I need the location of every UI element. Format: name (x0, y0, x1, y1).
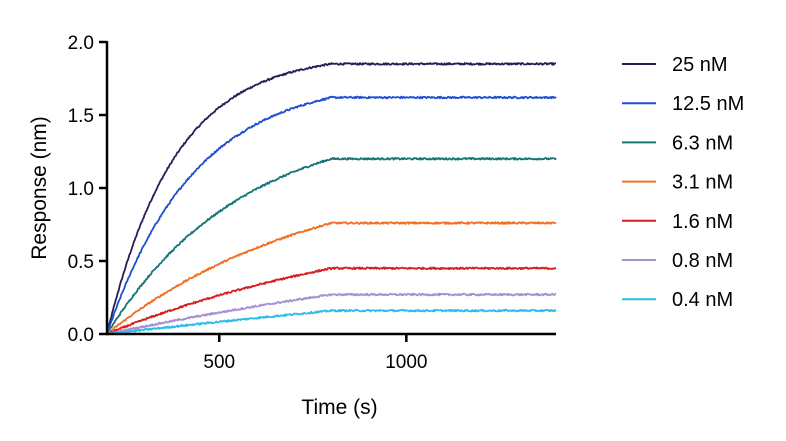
x-axis-title: Time (s) (301, 396, 377, 419)
series-line-25-nM (106, 62, 557, 334)
y-tick-label: 0.0 (68, 325, 94, 346)
legend-label: 3.1 nM (672, 172, 733, 194)
legend-label: 0.8 nM (672, 250, 733, 272)
axes (105, 41, 556, 336)
y-axis-title: Response (nm) (28, 116, 51, 260)
legend-label: 1.6 nM (672, 211, 733, 233)
series-line-0_8-nM (106, 292, 557, 335)
x-tick-label: 1000 (385, 352, 427, 373)
legend-label: 12.5 nM (672, 93, 744, 115)
y-tick-label: 0.5 (68, 252, 94, 273)
series-line-3_1-nM (106, 221, 557, 336)
series-group (106, 62, 557, 336)
series-line-0_4-nM (106, 308, 557, 336)
y-tick-label: 1.5 (68, 106, 94, 127)
y-tick-label: 1.0 (68, 179, 94, 200)
series-line-1_6-nM (106, 266, 557, 335)
series-line-6_3-nM (106, 157, 557, 335)
legend: 25 nM 12.5 nM 6.3 nM 3.1 nM 1.6 nM 0.8 nM 0.4 … (622, 54, 744, 311)
legend-label: 25 nM (672, 54, 728, 76)
x-ticks: 500 1000 (203, 334, 427, 373)
series-line-12_5-nM (106, 95, 557, 335)
y-ticks: 0.0 0.5 1.0 1.5 2.0 (68, 33, 107, 346)
legend-label: 6.3 nM (672, 132, 733, 154)
y-tick-label: 2.0 (68, 33, 94, 54)
x-tick-label: 500 (203, 352, 235, 373)
legend-label: 0.4 nM (672, 289, 733, 311)
